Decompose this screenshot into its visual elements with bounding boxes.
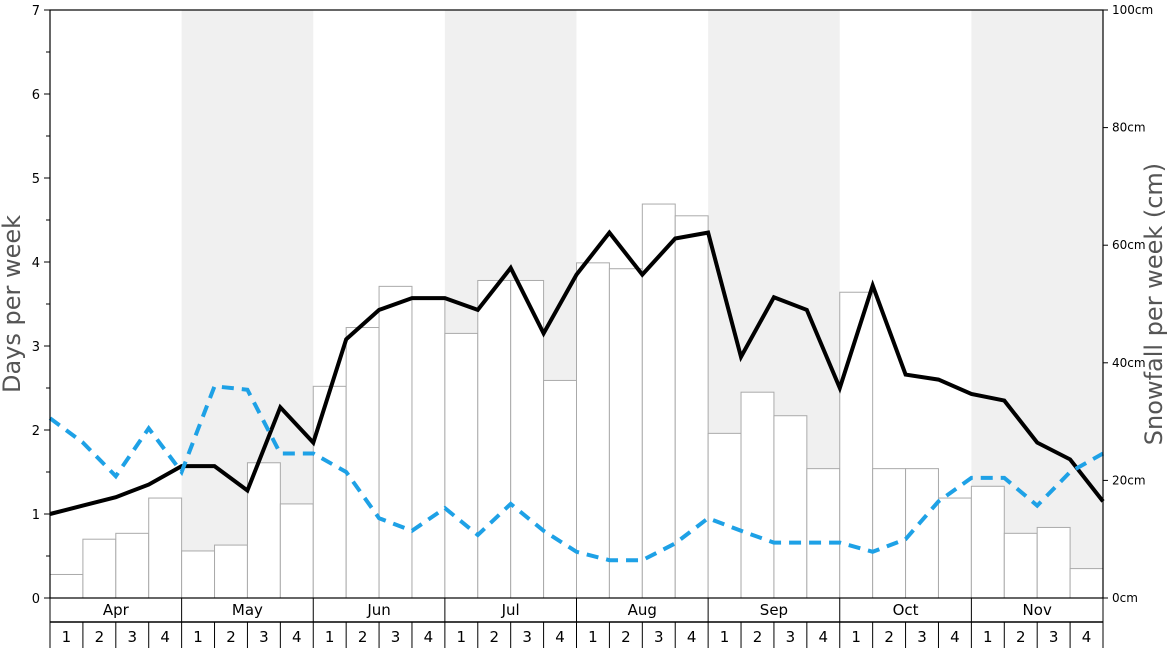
y-tick-label: 6	[32, 88, 40, 103]
y2-tick-label: 60cm	[1112, 238, 1146, 252]
solid-series-line	[49, 229, 1105, 516]
snowfall-bar-13	[444, 332, 479, 599]
y2-tick-label: 80cm	[1112, 121, 1146, 135]
snowfall-bar-28	[937, 497, 972, 599]
y-tick-label: 2	[32, 424, 40, 439]
snowfall-bar-26	[872, 468, 907, 599]
snowfall-bar-4	[148, 497, 183, 599]
y-tick-label: 4	[32, 256, 40, 271]
snowfall-bar-15	[510, 279, 545, 599]
week-label: 1	[193, 628, 203, 646]
dashed-series-line	[48, 384, 1104, 563]
week-label: 1	[325, 628, 335, 646]
snowfall-bar-6	[214, 544, 248, 599]
month-label-oct: Oct	[893, 601, 919, 619]
y2-tick-label: 40cm	[1112, 356, 1146, 370]
week-label: 4	[819, 628, 829, 646]
y2-tick-label: 20cm	[1112, 473, 1146, 487]
snowfall-bar-10	[345, 327, 380, 599]
snowfall-bars	[49, 203, 1104, 599]
week-label: 2	[621, 628, 631, 646]
snowfall-bar-23	[773, 415, 808, 599]
snowfall-bar-3	[115, 532, 150, 599]
y2-axis-title: Snowfall per week (cm)	[1140, 163, 1168, 445]
snowfall-bar-2	[82, 538, 117, 599]
month-label-nov: Nov	[1023, 601, 1052, 619]
week-label: 1	[851, 628, 861, 646]
snowfall-bar-1	[49, 573, 84, 599]
week-label: 4	[160, 628, 170, 646]
week-label: 2	[358, 628, 368, 646]
y2-tick-label: 100cm	[1112, 3, 1153, 17]
week-label: 3	[1049, 628, 1059, 646]
month-label-may: May	[232, 601, 263, 619]
snowfall-bar-12	[411, 297, 446, 599]
week-label: 2	[884, 628, 894, 646]
snowfall-bar-21	[707, 432, 742, 599]
snowfall-bar-31	[1036, 526, 1071, 599]
snowfall-bar-19	[641, 203, 676, 599]
week-label: 1	[983, 628, 993, 646]
week-label: 3	[917, 628, 927, 646]
snowfall-bar-32	[1069, 568, 1104, 599]
snowfall-bar-8	[279, 503, 314, 599]
week-label: 1	[588, 628, 598, 646]
week-label: 3	[391, 628, 401, 646]
y-tick-label: 5	[32, 172, 40, 187]
axes: 0 1 2 3 4 5 6 7 0cm 20cm 40cm 60cm 80cm 100cm Apr May Ju…	[32, 3, 1153, 648]
snowfall-bar-16	[543, 379, 577, 599]
week-label: 3	[786, 628, 796, 646]
week-label: 1	[720, 628, 730, 646]
week-label: 3	[522, 628, 532, 646]
month-label-aug: Aug	[628, 601, 657, 619]
month-label-jul: Jul	[501, 601, 520, 619]
snowfall-bar-9	[312, 385, 347, 599]
week-label: 4	[424, 628, 434, 646]
week-label: 1	[457, 628, 467, 646]
week-label: 2	[95, 628, 105, 646]
week-label: 2	[753, 628, 763, 646]
month-label-sep: Sep	[760, 601, 788, 619]
week-label: 2	[489, 628, 499, 646]
y2-tick-label: 0cm	[1112, 591, 1138, 605]
y-tick-label: 7	[32, 4, 40, 19]
series-lines	[48, 229, 1105, 563]
month-label-jun: Jun	[366, 601, 390, 619]
snowfall-bar-5	[181, 550, 216, 599]
snowfall-bar-20	[674, 215, 709, 599]
snowfall-bar-29	[970, 485, 1005, 599]
week-label: 2	[1016, 628, 1026, 646]
snowfall-bar-14	[477, 279, 512, 599]
week-label: 3	[654, 628, 664, 646]
y-tick-label: 1	[32, 508, 40, 523]
week-label: 1	[62, 628, 72, 646]
week-label: 4	[1082, 628, 1092, 646]
week-label: 3	[127, 628, 137, 646]
snowfall-bar-30	[1003, 532, 1038, 599]
snowfall-bar-18	[608, 268, 643, 599]
week-label: 4	[687, 628, 697, 646]
snowfall-bar-22	[740, 391, 775, 599]
snowfall-bar-11	[378, 285, 413, 599]
month-label-apr: Apr	[103, 601, 130, 619]
y-tick-label: 0	[32, 592, 40, 607]
y-tick-label: 3	[32, 340, 40, 355]
week-label: 4	[555, 628, 565, 646]
week-label: 4	[950, 628, 960, 646]
snowfall-bar-17	[576, 262, 610, 599]
week-label: 4	[292, 628, 302, 646]
week-label: 3	[259, 628, 269, 646]
y-axis-title: Days per week	[0, 215, 26, 393]
week-label: 2	[226, 628, 236, 646]
snowfall-bar-24	[806, 468, 841, 599]
